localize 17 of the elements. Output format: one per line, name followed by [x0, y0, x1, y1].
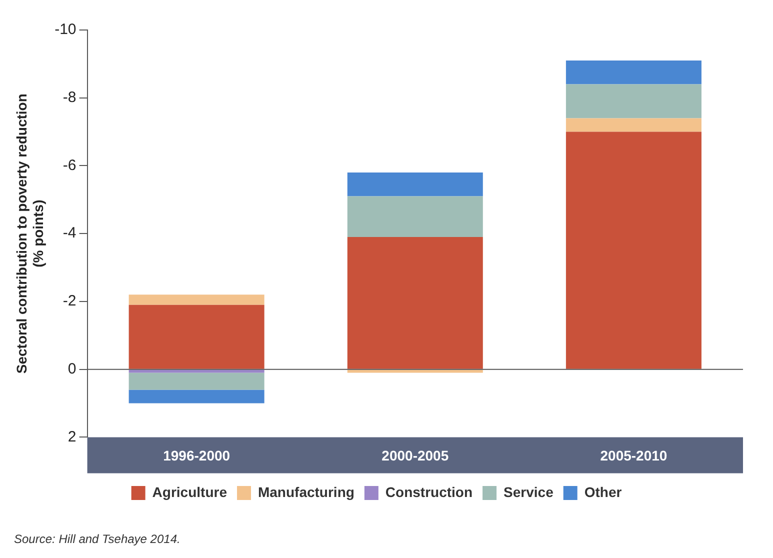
legend-label: Service: [504, 484, 554, 500]
x-tick-label: 2005-2010: [600, 447, 668, 464]
y-tick-label: -10: [54, 21, 76, 38]
y-tick-label: -6: [62, 156, 76, 174]
x-tick-label: 2000-2005: [382, 447, 449, 464]
y-axis-title: Sectoral contribution to poverty reduction (% points): [13, 94, 46, 374]
y-tick-label: -4: [62, 224, 76, 242]
x-tick-label: 1996-2000: [163, 447, 230, 464]
y-tick-label: -2: [62, 292, 76, 310]
y-tick-label: -8: [62, 89, 76, 106]
y-tick-label: 0: [68, 360, 76, 378]
legend-label: Other: [584, 484, 622, 500]
legend-label: Construction: [385, 484, 473, 500]
legend-label: Agriculture: [152, 484, 228, 500]
y-tick-label: 2: [68, 428, 76, 446]
legend-label: Manufacturing: [258, 484, 354, 500]
source-note: Source: Hill and Tsehaye 2014.: [14, 532, 180, 546]
